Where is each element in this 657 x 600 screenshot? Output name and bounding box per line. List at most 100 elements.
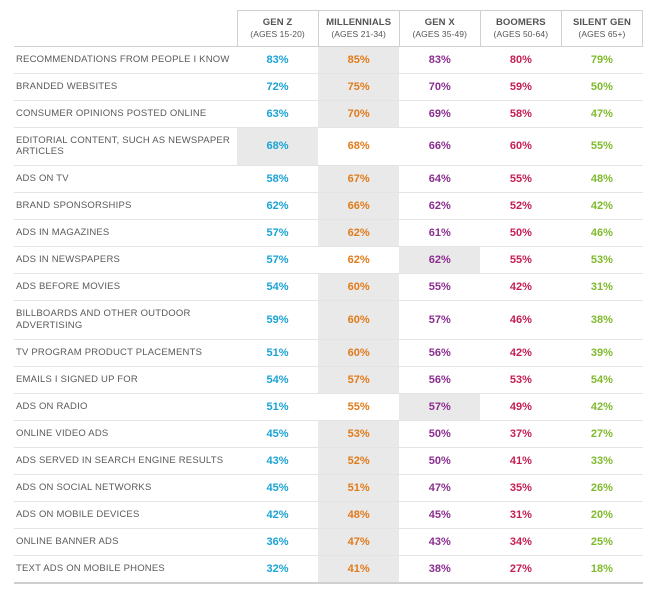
trust-by-generation-table: GEN Z(AGES 15-20)MILLENNIALS(AGES 21-34)… (14, 10, 643, 584)
column-title: GEN Z (263, 17, 293, 28)
table-row: ADS IN MAGAZINES57%62%61%50%46% (14, 220, 643, 247)
table-row: ONLINE VIDEO ADS45%53%50%37%27% (14, 421, 643, 448)
table-row: CONSUMER OPINIONS POSTED ONLINE63%70%69%… (14, 100, 643, 127)
data-cell: 46% (561, 220, 642, 247)
row-label: EMAILS I SIGNED UP FOR (14, 367, 237, 394)
table-row: EDITORIAL CONTENT, SUCH AS NEWSPAPER ART… (14, 127, 643, 166)
data-cell: 54% (561, 367, 642, 394)
column-title: SILENT GEN (573, 17, 631, 28)
data-cell: 41% (480, 448, 561, 475)
table-row: ADS BEFORE MOVIES54%60%55%42%31% (14, 274, 643, 301)
column-header: SILENT GEN(AGES 65+) (561, 11, 642, 47)
data-cell: 68% (318, 127, 399, 166)
data-cell: 50% (399, 448, 480, 475)
data-cell: 31% (561, 274, 642, 301)
data-cell: 51% (237, 340, 318, 367)
data-cell: 67% (318, 166, 399, 193)
data-cell: 42% (237, 502, 318, 529)
column-title: BOOMERS (496, 17, 546, 28)
data-cell: 53% (318, 421, 399, 448)
column-subtitle: (AGES 50-64) (483, 29, 559, 39)
data-cell: 60% (318, 274, 399, 301)
data-cell: 45% (237, 475, 318, 502)
data-cell: 25% (561, 529, 642, 556)
data-cell: 27% (480, 556, 561, 584)
data-cell: 49% (480, 394, 561, 421)
data-cell: 45% (237, 421, 318, 448)
data-cell: 60% (480, 127, 561, 166)
data-cell: 70% (318, 100, 399, 127)
data-cell: 31% (480, 502, 561, 529)
data-cell: 62% (237, 193, 318, 220)
column-subtitle: (AGES 15-20) (240, 29, 316, 39)
data-cell: 62% (318, 247, 399, 274)
data-cell: 45% (399, 502, 480, 529)
data-cell: 53% (561, 247, 642, 274)
table-row: ADS ON MOBILE DEVICES42%48%45%31%20% (14, 502, 643, 529)
table-row: BRAND SPONSORSHIPS62%66%62%52%42% (14, 193, 643, 220)
data-cell: 47% (399, 475, 480, 502)
row-label: ADS ON MOBILE DEVICES (14, 502, 237, 529)
data-cell: 62% (399, 193, 480, 220)
table-row: ONLINE BANNER ADS36%47%43%34%25% (14, 529, 643, 556)
column-title: GEN X (425, 17, 455, 28)
data-cell: 42% (480, 340, 561, 367)
data-cell: 36% (237, 529, 318, 556)
data-cell: 57% (399, 394, 480, 421)
data-cell: 60% (318, 301, 399, 340)
data-cell: 38% (399, 556, 480, 584)
row-label: BRAND SPONSORSHIPS (14, 193, 237, 220)
data-cell: 55% (399, 274, 480, 301)
data-cell: 47% (318, 529, 399, 556)
data-cell: 62% (318, 220, 399, 247)
data-cell: 64% (399, 166, 480, 193)
header-row: GEN Z(AGES 15-20)MILLENNIALS(AGES 21-34)… (14, 11, 643, 47)
data-cell: 70% (399, 73, 480, 100)
header-blank (14, 11, 237, 47)
table-row: EMAILS I SIGNED UP FOR54%57%56%53%54% (14, 367, 643, 394)
data-cell: 50% (561, 73, 642, 100)
data-cell: 42% (561, 394, 642, 421)
data-cell: 57% (318, 367, 399, 394)
data-cell: 58% (480, 100, 561, 127)
column-subtitle: (AGES 65+) (564, 29, 640, 39)
row-label: ADS IN NEWSPAPERS (14, 247, 237, 274)
data-cell: 41% (318, 556, 399, 584)
row-label: ADS ON SOCIAL NETWORKS (14, 475, 237, 502)
data-cell: 62% (399, 247, 480, 274)
data-cell: 75% (318, 73, 399, 100)
data-cell: 59% (237, 301, 318, 340)
row-label: EDITORIAL CONTENT, SUCH AS NEWSPAPER ART… (14, 127, 237, 166)
data-cell: 54% (237, 367, 318, 394)
data-cell: 48% (561, 166, 642, 193)
data-cell: 68% (237, 127, 318, 166)
row-label: TV PROGRAM PRODUCT PLACEMENTS (14, 340, 237, 367)
data-cell: 85% (318, 46, 399, 73)
table-row: RECOMMENDATIONS FROM PEOPLE I KNOW83%85%… (14, 46, 643, 73)
data-cell: 52% (480, 193, 561, 220)
data-cell: 20% (561, 502, 642, 529)
row-label: CONSUMER OPINIONS POSTED ONLINE (14, 100, 237, 127)
table-row: ADS ON RADIO51%55%57%49%42% (14, 394, 643, 421)
row-label: RECOMMENDATIONS FROM PEOPLE I KNOW (14, 46, 237, 73)
data-cell: 55% (480, 166, 561, 193)
data-cell: 38% (561, 301, 642, 340)
data-cell: 83% (237, 46, 318, 73)
data-cell: 63% (237, 100, 318, 127)
data-cell: 80% (480, 46, 561, 73)
row-label: ADS ON TV (14, 166, 237, 193)
column-subtitle: (AGES 35-49) (402, 29, 478, 39)
data-cell: 69% (399, 100, 480, 127)
data-cell: 27% (561, 421, 642, 448)
data-cell: 32% (237, 556, 318, 584)
column-subtitle: (AGES 21-34) (321, 29, 397, 39)
data-cell: 66% (399, 127, 480, 166)
data-cell: 18% (561, 556, 642, 584)
table-row: ADS SERVED IN SEARCH ENGINE RESULTS43%52… (14, 448, 643, 475)
data-cell: 83% (399, 46, 480, 73)
data-cell: 50% (399, 421, 480, 448)
row-label: BILLBOARDS AND OTHER OUTDOOR ADVERTISING (14, 301, 237, 340)
data-cell: 51% (318, 475, 399, 502)
data-cell: 52% (318, 448, 399, 475)
data-cell: 43% (399, 529, 480, 556)
